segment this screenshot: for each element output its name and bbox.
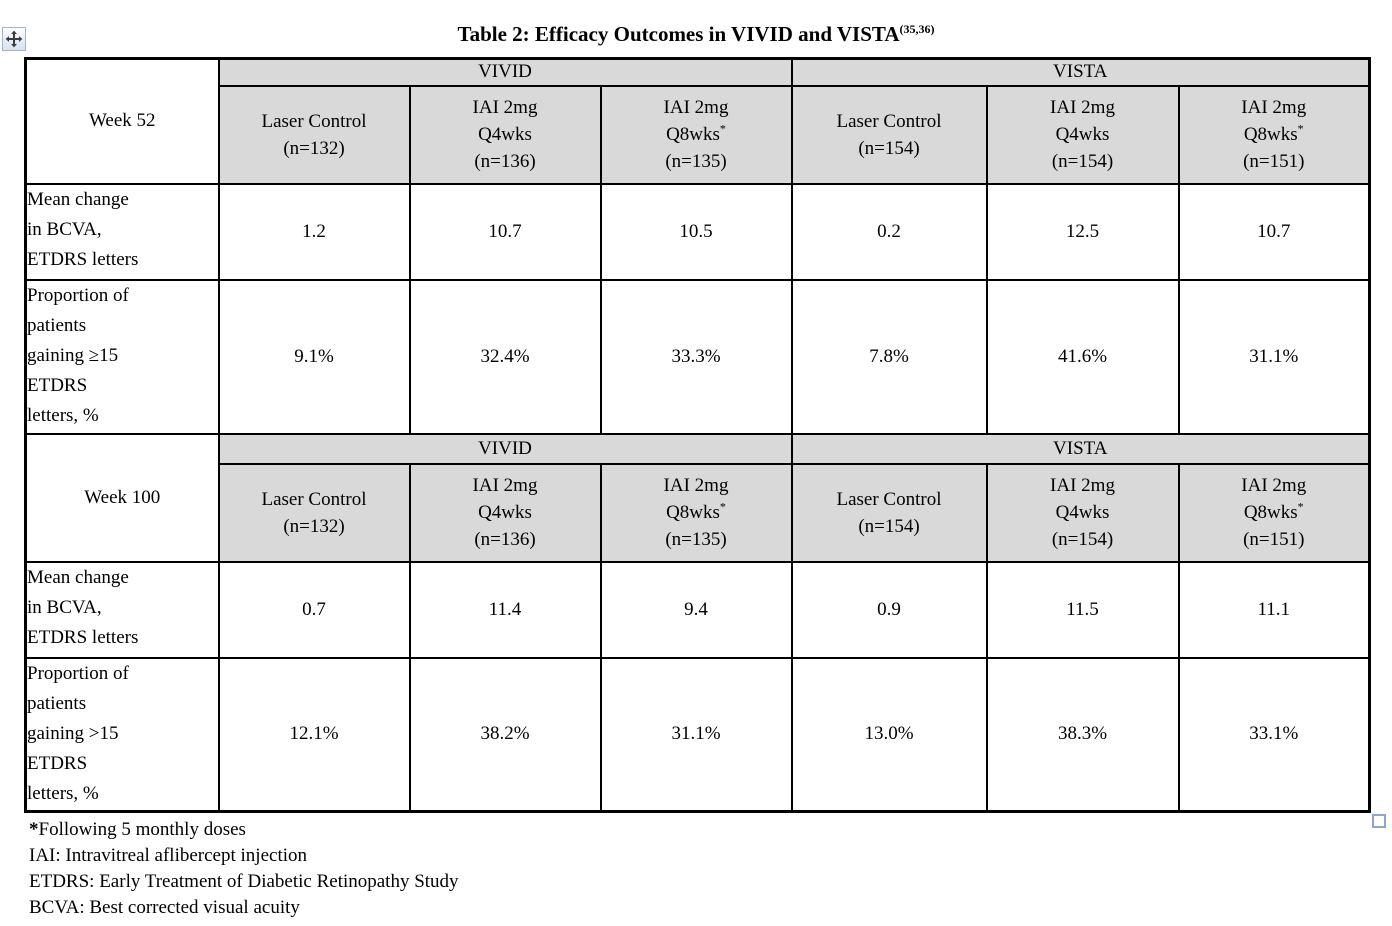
column-header-q8wks-vista: IAI 2mg Q8wks* (n=151)	[1177, 84, 1371, 185]
footnote-etdrs: ETDRS: Early Treatment of Diabetic Retin…	[29, 871, 459, 892]
study-band-vista: VISTA	[790, 432, 1371, 465]
value-cell: 41.6%	[985, 278, 1180, 435]
row-label-proportion-gaining: Proportion of patients gaining ≥15 ETDRS…	[24, 278, 220, 435]
study-band-vivid: VIVID	[217, 432, 793, 465]
value-cell: 0.9	[790, 560, 988, 659]
value-cell: 12.1%	[217, 656, 411, 813]
value-cell: 10.5	[599, 182, 793, 281]
column-header-q4wks-vivid: IAI 2mg Q4wks (n=136)	[408, 84, 602, 185]
value-cell: 32.4%	[408, 278, 602, 435]
footnote-bcva: BCVA: Best corrected visual acuity	[29, 897, 300, 918]
table-move-handle[interactable]	[2, 27, 26, 51]
footnote-marker: *	[1297, 499, 1304, 514]
column-header-q4wks-vista: IAI 2mg Q4wks (n=154)	[985, 84, 1180, 185]
column-header-q8wks-vivid: IAI 2mg Q8wks* (n=135)	[599, 84, 793, 185]
footnote-iai: IAI: Intravitreal aflibercept injection	[29, 845, 308, 866]
move-cross-icon	[5, 30, 23, 48]
week-52-label: Week 52	[24, 57, 220, 185]
value-cell: 11.5	[985, 560, 1180, 659]
value-cell: 33.1%	[1177, 656, 1371, 813]
column-header-laser-vivid: Laser Control (n=132)	[217, 84, 411, 185]
column-header-laser-vista: Laser Control (n=154)	[790, 84, 988, 185]
column-header-laser-vivid: Laser Control (n=132)	[217, 462, 411, 563]
table-title-citation: (35,36)	[899, 22, 935, 36]
week-100-label: Week 100	[24, 432, 220, 563]
column-header-q4wks-vista: IAI 2mg Q4wks (n=154)	[985, 462, 1180, 563]
column-header-q8wks-vista: IAI 2mg Q8wks* (n=151)	[1177, 462, 1371, 563]
value-cell: 11.4	[408, 560, 602, 659]
value-cell: 0.2	[790, 182, 988, 281]
row-label-mean-bcva: Mean change in BCVA, ETDRS letters	[24, 560, 220, 659]
row-label-proportion-gaining: Proportion of patients gaining >15 ETDRS…	[24, 656, 220, 813]
column-header-laser-vista: Laser Control (n=154)	[790, 462, 988, 563]
footnote-marker: *	[1297, 121, 1304, 136]
value-cell: 31.1%	[1177, 278, 1371, 435]
table-title-text: Table 2: Efficacy Outcomes in VIVID and …	[457, 22, 900, 46]
table-title: Table 2: Efficacy Outcomes in VIVID and …	[24, 22, 1368, 47]
study-band-vista: VISTA	[790, 57, 1371, 87]
value-cell: 1.2	[217, 182, 411, 281]
value-cell: 9.4	[599, 560, 793, 659]
value-cell: 38.2%	[408, 656, 602, 813]
column-header-q4wks-vivid: IAI 2mg Q4wks (n=136)	[408, 462, 602, 563]
value-cell: 13.0%	[790, 656, 988, 813]
value-cell: 38.3%	[985, 656, 1180, 813]
value-cell: 10.7	[1177, 182, 1371, 281]
column-header-q8wks-vivid: IAI 2mg Q8wks* (n=135)	[599, 462, 793, 563]
study-band-vivid: VIVID	[217, 57, 793, 87]
footnotes: *Following 5 monthly doses IAI: Intravit…	[29, 817, 459, 921]
value-cell: 31.1%	[599, 656, 793, 813]
footnote-asterisk: *Following 5 monthly doses	[29, 819, 246, 840]
value-cell: 11.1	[1177, 560, 1371, 659]
value-cell: 33.3%	[599, 278, 793, 435]
value-cell: 12.5	[985, 182, 1180, 281]
value-cell: 0.7	[217, 560, 411, 659]
value-cell: 9.1%	[217, 278, 411, 435]
footnote-marker: *	[719, 121, 726, 136]
efficacy-outcomes-table: Week 52 VIVID VISTA Laser Control (n=132…	[24, 57, 1372, 813]
row-label-mean-bcva: Mean change in BCVA, ETDRS letters	[24, 182, 220, 281]
footnote-marker: *	[719, 499, 726, 514]
table-resize-handle[interactable]	[1372, 814, 1386, 828]
value-cell: 10.7	[408, 182, 602, 281]
value-cell: 7.8%	[790, 278, 988, 435]
